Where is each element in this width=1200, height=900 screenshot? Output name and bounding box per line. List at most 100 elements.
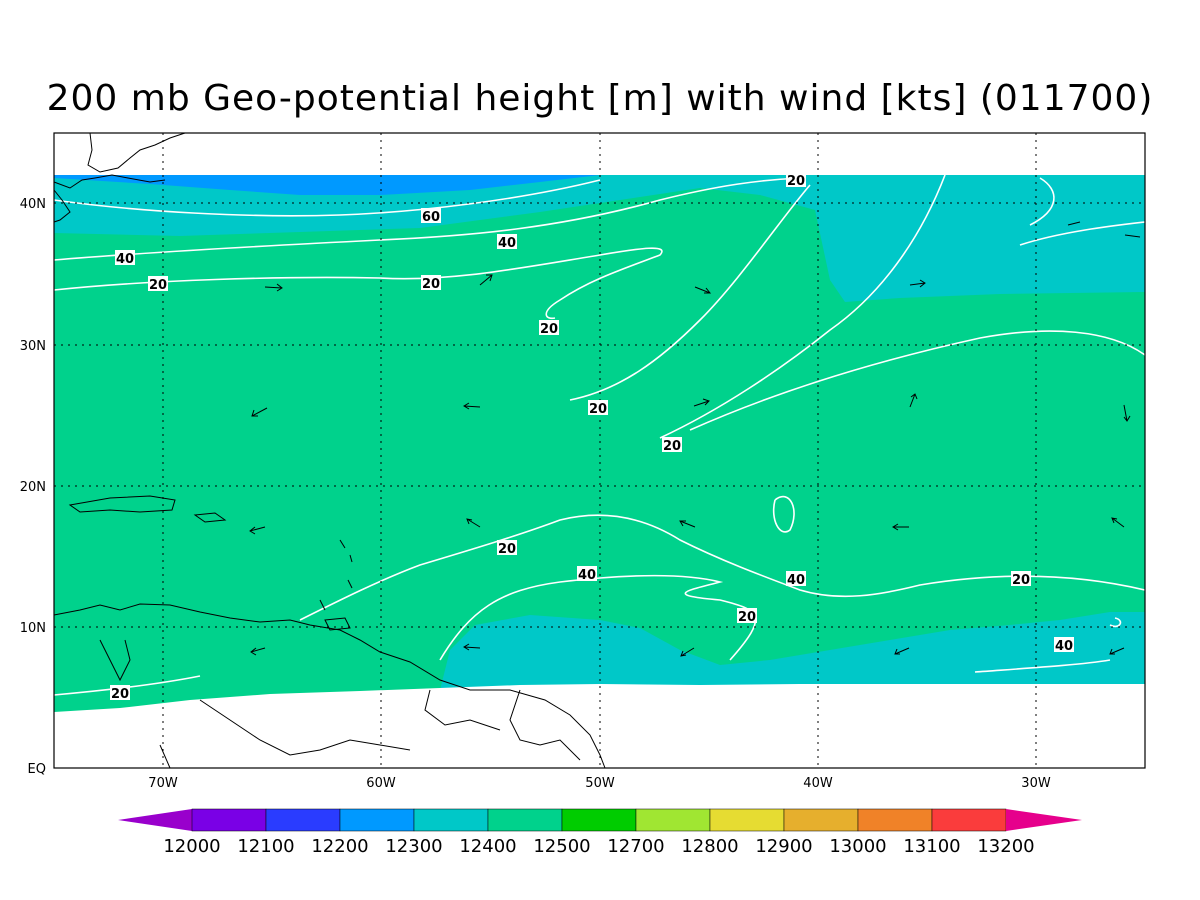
colorbar-swatch — [931, 808, 1007, 832]
coastline-south-america-interior — [159, 744, 171, 769]
colorbar-label: 12500 — [533, 836, 590, 857]
wind-arrow — [679, 520, 696, 528]
island-hispaniola — [68, 495, 176, 513]
contour-label-text: 40 — [578, 568, 596, 583]
contour-label-text: 60 — [422, 210, 440, 225]
colorbar-swatch — [413, 808, 489, 832]
colorbar-label: 12000 — [163, 836, 220, 857]
contour-label-text: 20 — [149, 278, 167, 293]
colorbar: 12000 12100 12200 12300 12400 12500 12700 12800… — [118, 808, 1082, 857]
map-title: 200 mb Geo-potential height [m] with win… — [46, 78, 1154, 119]
wind-arrow — [249, 526, 266, 535]
contour-label: 20 — [737, 608, 757, 625]
colorbar-swatch — [635, 808, 711, 832]
coastline-south-america-interior — [199, 699, 411, 756]
wind-arrow — [463, 643, 481, 651]
wind-arrow — [466, 518, 481, 528]
contour-line — [1019, 221, 1146, 246]
colorbar-swatch — [339, 808, 415, 832]
map-grid — [54, 133, 1145, 768]
blank-south-region — [54, 684, 1145, 768]
lat-tick-label: EQ — [28, 762, 46, 777]
colorbar-swatch — [709, 808, 785, 832]
colorbar-label: 12700 — [607, 836, 664, 857]
lon-tick-label: 60W — [366, 776, 396, 791]
fill-12200 — [54, 175, 600, 195]
wind-arrow — [1123, 404, 1131, 422]
lon-tick-label: 40W — [803, 776, 833, 791]
contour-label: 20 — [539, 320, 559, 337]
contour-line — [689, 330, 1146, 431]
longitude-axis: 70W 60W 50W 40W 30W — [148, 776, 1051, 791]
colorbar-swatch — [191, 808, 267, 832]
wind-contour-layer — [53, 174, 1146, 696]
island-lesser-antilles — [319, 539, 353, 611]
contour-label-text: 40 — [116, 252, 134, 267]
contour-line — [53, 179, 601, 217]
wind-arrow — [1067, 221, 1081, 226]
map-frame — [53, 132, 1146, 769]
colorbar-swatch — [783, 808, 859, 832]
fill-12300-north — [54, 175, 1145, 302]
contour-line — [772, 495, 795, 533]
lon-tick-label: 30W — [1021, 776, 1051, 791]
wind-arrow — [680, 647, 695, 657]
wind-arrow — [909, 279, 926, 288]
island-puerto-rico — [193, 512, 227, 523]
colorbar-label: 13000 — [829, 836, 886, 857]
contour-label-text: 20 — [111, 687, 129, 702]
colorbar-swatch — [487, 808, 563, 832]
contour-label: 20 — [588, 400, 608, 417]
wind-arrow — [251, 407, 268, 417]
contour-label-text: 40 — [787, 573, 805, 588]
contour-line — [439, 574, 757, 661]
contour-label-text: 20 — [498, 542, 516, 557]
contour-label: 40 — [497, 234, 517, 251]
colorbar-arrow-high — [1006, 809, 1082, 831]
colorbar-swatch — [265, 808, 341, 832]
contour-label-text: 20 — [422, 277, 440, 292]
contour-line — [1109, 617, 1122, 628]
contour-label: 20 — [110, 685, 130, 702]
contour-label: 20 — [786, 172, 806, 189]
contour-label-text: 20 — [589, 402, 607, 417]
wind-arrow — [1109, 647, 1125, 655]
contour-label-text: 40 — [1055, 639, 1073, 654]
lat-tick-label: 30N — [20, 339, 46, 354]
contour-label: 20 — [662, 437, 682, 454]
coastline-south-america-interior — [424, 689, 501, 731]
coastline-north-america — [53, 174, 166, 189]
colorbar-label: 13200 — [977, 836, 1034, 857]
colorbar-label: 12800 — [681, 836, 738, 857]
colorbar-label: 12300 — [385, 836, 442, 857]
wind-arrow — [694, 286, 712, 294]
lat-tick-label: 20N — [20, 480, 46, 495]
height-fill-layer — [54, 175, 1145, 768]
wind-arrow — [693, 398, 710, 407]
contour-label-text: 40 — [498, 236, 516, 251]
colorbar-swatch — [561, 808, 637, 832]
contour-label: 60 — [421, 208, 441, 225]
contour-label: 20 — [148, 276, 168, 293]
lon-tick-label: 70W — [148, 776, 178, 791]
wind-arrow — [479, 274, 493, 286]
contour-line — [299, 514, 1146, 621]
contour-line — [659, 174, 946, 439]
wind-arrow — [894, 647, 910, 655]
wind-arrow — [1111, 517, 1125, 528]
coastline-north-america — [87, 132, 186, 173]
contour-line — [53, 177, 801, 261]
contour-label-text: 20 — [663, 439, 681, 454]
contour-label-text: 20 — [540, 322, 558, 337]
colorbar-label: 12400 — [459, 836, 516, 857]
contour-label: 40 — [786, 571, 806, 588]
colorbar-label: 12200 — [311, 836, 368, 857]
coastline-south-america-interior — [509, 689, 581, 761]
wind-arrow — [250, 647, 266, 656]
contour-label-layer: 20 60 40 40 20 20 20 20 20 20 40 40 20 20 40 20 — [110, 172, 1074, 702]
contour-label: 20 — [421, 275, 441, 292]
coastline-north-america — [53, 189, 71, 223]
lat-tick-label: 10N — [20, 621, 46, 636]
colorbar-swatch — [857, 808, 933, 832]
